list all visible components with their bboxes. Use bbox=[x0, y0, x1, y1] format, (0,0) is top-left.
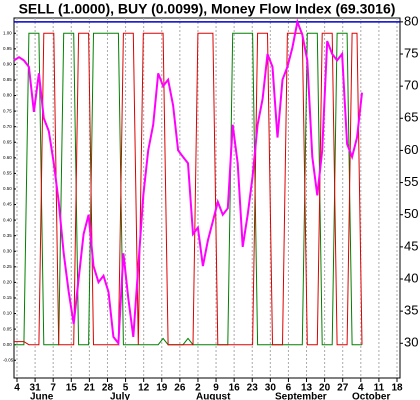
y-tick-label: 0.70 bbox=[3, 124, 12, 129]
y-tick-label: 0.50 bbox=[3, 186, 12, 191]
x-tick-label: 4 bbox=[358, 383, 364, 394]
y-tick-label: 0.75 bbox=[3, 108, 12, 113]
x-tick-label: 21 bbox=[84, 383, 96, 394]
x-tick-label: 9 bbox=[213, 383, 219, 394]
x-tick-label: 16 bbox=[229, 383, 241, 394]
x-tick-label: 26 bbox=[174, 383, 186, 394]
y-tick-label: 0.10 bbox=[3, 311, 12, 316]
month-label: August bbox=[196, 392, 231, 400]
y-tick-label: 0.45 bbox=[3, 202, 12, 207]
x-tick-label: 12 bbox=[138, 383, 150, 394]
month-label: July bbox=[110, 392, 130, 400]
y-tick-label: 0.20 bbox=[3, 280, 12, 285]
y2-tick-label: 75 bbox=[404, 45, 418, 60]
x-tick-label: 7 bbox=[50, 383, 56, 394]
x-tick-label: 15 bbox=[66, 383, 78, 394]
y2-tick-label: 65 bbox=[404, 110, 418, 125]
y-tick-label: -0.05 bbox=[3, 357, 14, 362]
y2-tick-label: 40 bbox=[404, 270, 418, 285]
y-tick-label: 0.00 bbox=[3, 342, 12, 347]
y-tick-label: 0.15 bbox=[3, 295, 12, 300]
month-label: October bbox=[352, 392, 390, 400]
series-line bbox=[13, 18, 363, 347]
y2-tick-label: 70 bbox=[404, 78, 418, 93]
y2-tick-label: 60 bbox=[404, 142, 418, 157]
x-tick-label: 4 bbox=[14, 383, 20, 394]
y2-tick-label: 45 bbox=[404, 238, 418, 253]
x-tick-label: 19 bbox=[156, 383, 168, 394]
y2-tick-label: 55 bbox=[404, 174, 418, 189]
x-tick-label: 27 bbox=[337, 383, 349, 394]
month-label: September bbox=[275, 392, 327, 400]
y-tick-label: 0.65 bbox=[3, 139, 12, 144]
y2-tick-label: 50 bbox=[404, 206, 418, 221]
x-tick-label: 6 bbox=[286, 383, 292, 394]
x-tick-label: 13 bbox=[301, 383, 313, 394]
x-tick-label: 20 bbox=[319, 383, 331, 394]
x-tick-label: 30 bbox=[265, 383, 277, 394]
y-tick-label: 0.30 bbox=[3, 248, 12, 253]
y-tick-label: 0.90 bbox=[3, 62, 12, 67]
x-tick-label: 11 bbox=[374, 383, 385, 394]
y-tick-label: 0.55 bbox=[3, 171, 12, 176]
x-tick-label: 31 bbox=[30, 383, 42, 394]
x-tick-label: 23 bbox=[247, 383, 259, 394]
month-label: June bbox=[30, 392, 54, 400]
y2-tick-label: 35 bbox=[404, 303, 418, 318]
y-tick-label: 0.40 bbox=[3, 217, 12, 222]
y-tick-label: 0.35 bbox=[3, 233, 12, 238]
chart-title: SELL (1.0000), BUY (0.0099), Money Flow … bbox=[19, 1, 396, 17]
y-tick-label: 1.00 bbox=[3, 30, 12, 35]
series-line bbox=[14, 32, 362, 346]
y2-tick-label: 80 bbox=[404, 13, 418, 28]
y-tick-label: 0.05 bbox=[3, 326, 12, 331]
x-tick-label: 2 bbox=[195, 383, 201, 394]
x-tick-label: 18 bbox=[391, 383, 403, 394]
y-tick-label: 0.85 bbox=[3, 77, 12, 82]
y-tick-label: 0.80 bbox=[3, 93, 12, 98]
x-tick-label: 5 bbox=[123, 383, 129, 394]
series-line bbox=[14, 32, 363, 346]
x-tick-label: 28 bbox=[102, 383, 114, 394]
y-tick-label: 0.60 bbox=[3, 155, 12, 160]
y2-tick-label: 30 bbox=[404, 335, 418, 350]
y-tick-label: 0.95 bbox=[3, 46, 12, 51]
y-tick-label: 0.25 bbox=[3, 264, 12, 269]
